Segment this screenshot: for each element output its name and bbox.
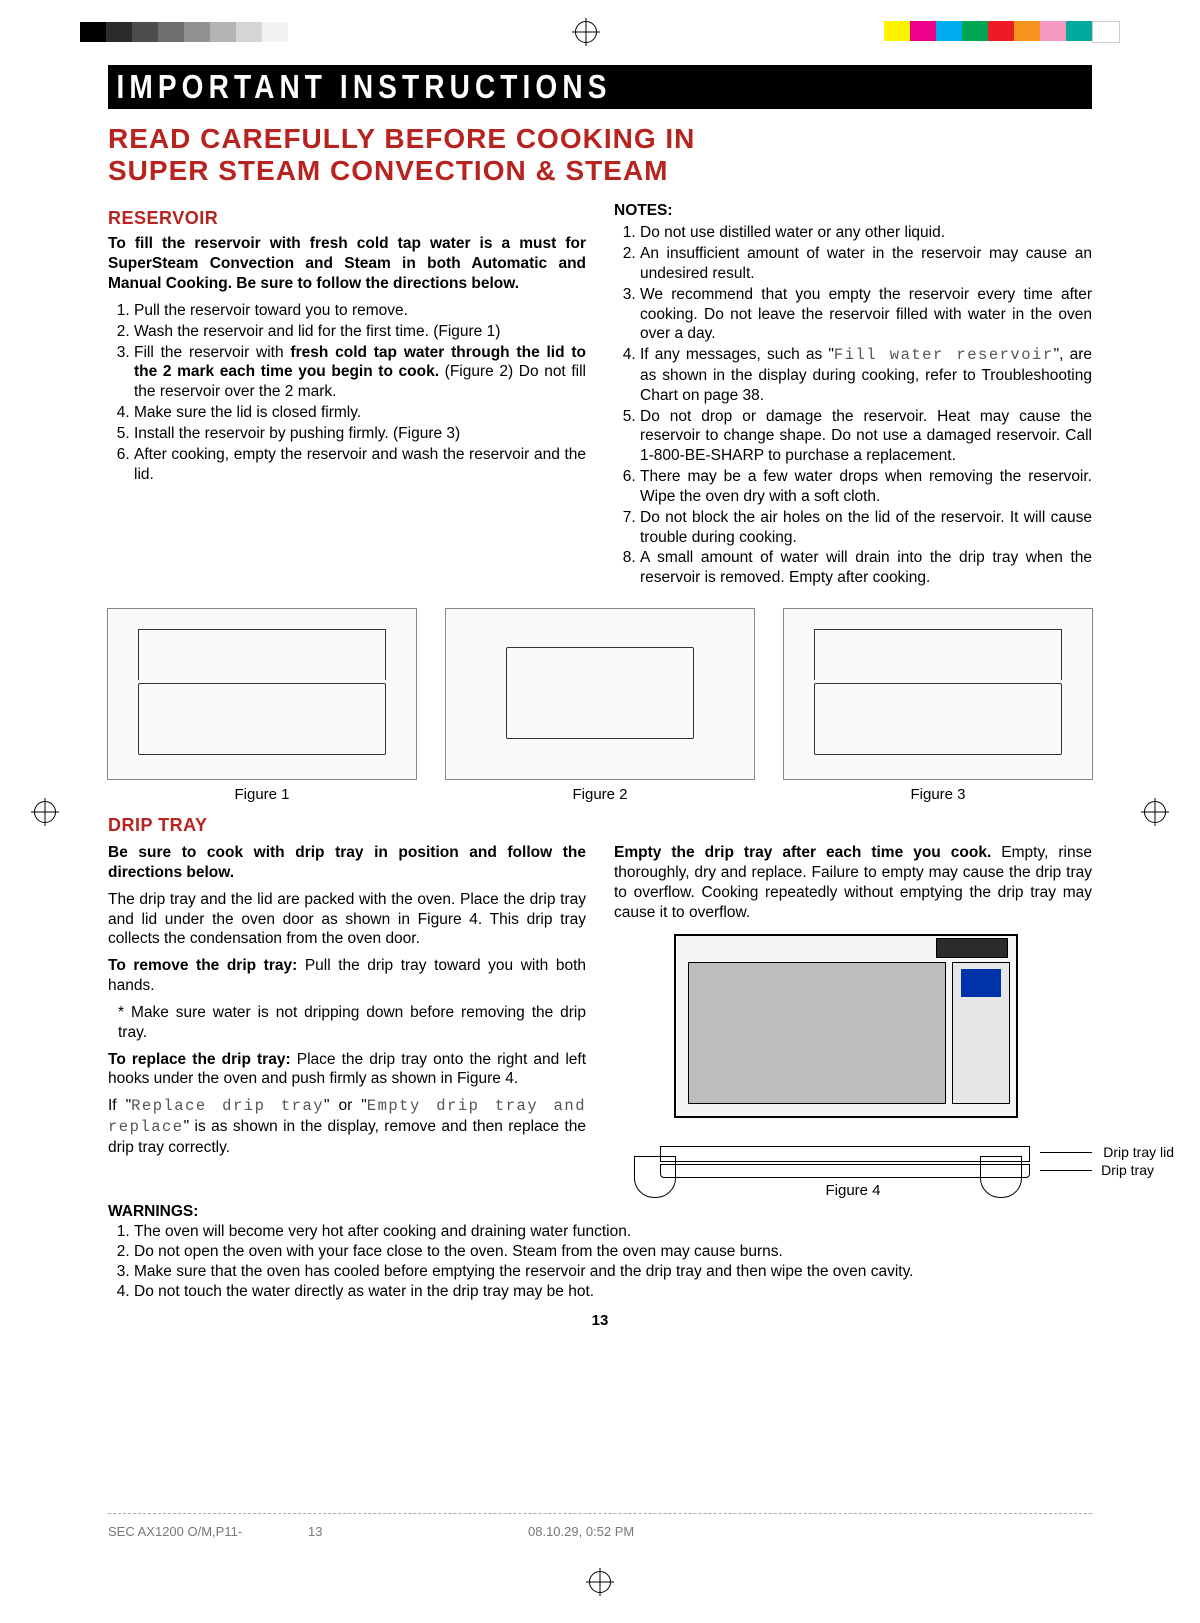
warning-item: The oven will become very hot after cook…	[134, 1222, 1092, 1242]
figure-3-caption: Figure 3	[910, 786, 965, 803]
registration-target-right-icon	[1144, 801, 1166, 823]
note-item: Do not drop or damage the reservoir. Hea…	[640, 407, 1092, 466]
warning-item: Make sure that the oven has cooled befor…	[134, 1262, 1092, 1282]
note-item: A small amount of water will drain into …	[640, 548, 1092, 588]
footer-meta: SEC AX1200 O/M,P11- 13 08.10.29, 0:52 PM	[108, 1513, 1092, 1543]
reservoir-step: Wash the reservoir and lid for the first…	[134, 322, 586, 342]
warnings-label: WARNINGS:	[108, 1203, 198, 1220]
figure-2-caption: Figure 2	[572, 786, 627, 803]
print-registration-bottom	[0, 1571, 1200, 1593]
reservoir-column: RESERVOIR To fill the reservoir with fre…	[108, 201, 586, 594]
reservoir-step: After cooking, empty the reservoir and w…	[134, 445, 586, 485]
figure-4-caption: Figure 4	[825, 1181, 880, 1200]
footer-page: 13	[308, 1524, 528, 1539]
drip-tray-p2: To remove the drip tray: Pull the drip t…	[108, 956, 586, 996]
notes-list: Do not use distilled water or any other …	[614, 223, 1092, 588]
drip-tray-p4: To replace the drip tray: Place the drip…	[108, 1050, 586, 1090]
hand-right-illustration	[980, 1156, 1022, 1198]
footer-timestamp: 08.10.29, 0:52 PM	[528, 1524, 1092, 1539]
figure-2: Figure 2	[446, 608, 754, 803]
drip-tray-illustration	[660, 1164, 1030, 1178]
drip-tray-lid-illustration	[660, 1146, 1030, 1162]
section-banner: IMPORTANT INSTRUCTIONS	[108, 65, 1092, 109]
note-item: Do not block the air holes on the lid of…	[640, 508, 1092, 548]
figure-1-image	[107, 608, 417, 780]
registration-target-icon	[575, 21, 597, 43]
note-item: If any messages, such as "Fill water res…	[640, 345, 1092, 405]
page-number: 13	[108, 1312, 1092, 1329]
figure-2-image	[445, 608, 755, 780]
drip-tray-left-column: Be sure to cook with drip tray in positi…	[108, 840, 586, 1200]
reservoir-title: RESERVOIR	[108, 207, 586, 230]
figure-1-caption: Figure 1	[234, 786, 289, 803]
figure-3-image	[783, 608, 1093, 780]
warning-item: Do not open the oven with your face clos…	[134, 1242, 1092, 1262]
reservoir-step: Make sure the lid is closed firmly.	[134, 403, 586, 423]
figure-1: Figure 1	[108, 608, 416, 803]
reservoir-intro: To fill the reservoir with fresh cold ta…	[108, 234, 586, 293]
note-item: An insufficient amount of water in the r…	[640, 244, 1092, 284]
warnings-list: The oven will become very hot after cook…	[108, 1222, 1092, 1301]
note-item: We recommend that you empty the reservoi…	[640, 285, 1092, 344]
drip-tray-right-column: Empty the drip tray after each time you …	[614, 840, 1092, 1200]
note-item: Do not use distilled water or any other …	[640, 223, 1092, 243]
reservoir-figures-row: Figure 1 Figure 2 Figure 3	[108, 608, 1092, 803]
drip-tray-empty-text: Empty the drip tray after each time you …	[614, 843, 1092, 922]
drip-tray-p3: * Make sure water is not dripping down b…	[108, 1003, 586, 1043]
hand-left-illustration	[634, 1156, 676, 1198]
reservoir-steps-list: Pull the reservoir toward you to remove.…	[108, 301, 586, 484]
heading-line-2: SUPER STEAM CONVECTION & STEAM	[108, 155, 668, 186]
reservoir-step: Pull the reservoir toward you to remove.	[134, 301, 586, 321]
figure-4-image: Drip tray lid Drip tray Figure 4	[614, 930, 1092, 1200]
notes-column: NOTES: Do not use distilled water or any…	[614, 201, 1092, 594]
note-item: There may be a few water drops when remo…	[640, 467, 1092, 507]
banner-title: IMPORTANT INSTRUCTIONS	[108, 68, 620, 106]
drip-tray-label: Drip tray	[1101, 1162, 1154, 1180]
notes-label: NOTES:	[614, 202, 673, 219]
reservoir-step: Fill the reservoir with fresh cold tap w…	[134, 343, 586, 402]
drip-tray-p1: The drip tray and the lid are packed wit…	[108, 890, 586, 949]
oven-illustration	[674, 934, 1018, 1118]
print-registration-top	[0, 20, 1200, 44]
footer-doc-id: SEC AX1200 O/M,P11-	[108, 1524, 308, 1539]
drip-tray-title: DRIP TRAY	[108, 815, 1092, 836]
color-swatches	[884, 21, 1120, 43]
drip-tray-lid-label: Drip tray lid	[1103, 1144, 1174, 1162]
warning-item: Do not touch the water directly as water…	[134, 1282, 1092, 1302]
page-heading: READ CAREFULLY BEFORE COOKING IN SUPER S…	[108, 123, 1092, 187]
warnings-section: WARNINGS: The oven will become very hot …	[108, 1202, 1092, 1301]
drip-tray-p5: If "Replace drip tray" or "Empty drip tr…	[108, 1096, 586, 1157]
figure-3: Figure 3	[784, 608, 1092, 803]
grayscale-swatches	[80, 22, 288, 42]
heading-line-1: READ CAREFULLY BEFORE COOKING IN	[108, 123, 695, 154]
reservoir-step: Install the reservoir by pushing firmly.…	[134, 424, 586, 444]
registration-target-bottom-icon	[589, 1571, 611, 1593]
drip-tray-intro: Be sure to cook with drip tray in positi…	[108, 843, 586, 883]
registration-target-left-icon	[34, 801, 56, 823]
